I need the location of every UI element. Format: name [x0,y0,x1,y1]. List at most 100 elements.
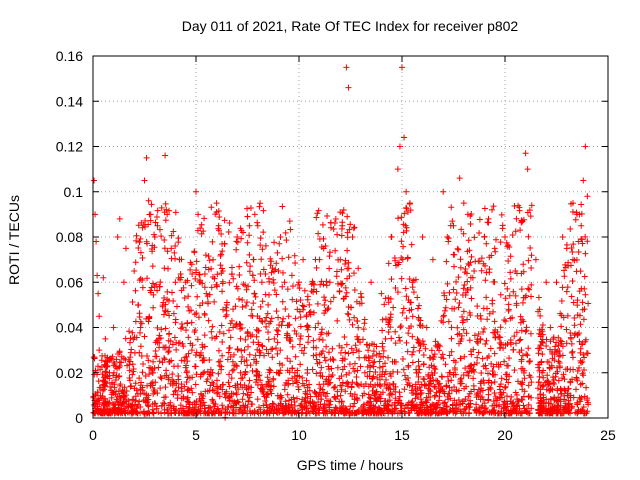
data-point [513,302,520,309]
data-point [377,391,384,398]
data-point [209,396,216,403]
data-point [219,240,226,247]
data-point [309,366,316,373]
data-point [554,403,561,410]
data-point [437,387,444,394]
data-point [385,328,392,335]
data-point [319,221,326,228]
data-point [349,234,356,240]
data-point [342,260,349,267]
data-point [303,377,310,384]
data-point [520,393,527,400]
data-point [454,331,461,338]
data-point [189,271,196,278]
data-point [348,304,355,311]
data-point [161,295,168,302]
data-point [457,256,464,263]
data-point [377,383,384,390]
data-point [129,396,136,403]
data-point [195,314,202,321]
data-point [466,309,473,316]
data-point [391,254,398,261]
data-point [135,245,142,252]
data-point [150,387,157,394]
data-point [217,384,224,391]
data-point [365,399,372,406]
data-point [573,374,580,381]
data-point [149,406,156,413]
data-point [302,390,309,397]
data-point [572,216,579,223]
data-point [172,255,179,262]
data-point [319,386,326,393]
data-point [259,298,266,305]
data-point [145,403,152,410]
data-point [368,279,375,286]
data-point [352,342,359,349]
data-point [503,362,510,369]
data-point [291,369,298,376]
data-point [565,401,572,408]
data-point [106,375,113,382]
data-point [425,410,432,417]
data-point [562,400,569,407]
data-point [544,372,551,379]
data-point [148,284,155,291]
data-point [415,358,422,365]
data-point [576,394,583,401]
data-point [449,218,456,225]
data-point [420,375,427,382]
data-point [244,404,251,411]
data-point [457,355,464,362]
data-point [231,351,237,358]
data-point [234,234,241,240]
data-point [361,369,368,376]
data-point [260,229,267,236]
data-point [478,267,485,274]
data-point [397,322,404,329]
data-point [198,230,205,237]
data-point [412,381,419,388]
data-point [449,305,456,312]
data-point [345,84,352,91]
data-point [435,410,442,417]
data-point [461,269,468,276]
data-point [314,300,321,307]
data-point [224,404,231,411]
data-point [288,396,295,403]
data-point [536,306,543,313]
data-point [191,406,198,413]
data-point [415,405,422,412]
data-point [398,402,405,409]
data-point [376,350,383,357]
data-point [521,405,528,412]
data-point [477,380,484,387]
data-point [313,390,320,397]
data-point [156,358,163,365]
data-point [413,390,420,397]
data-point [311,281,318,288]
data-point [563,340,570,347]
data-point [196,271,203,278]
data-point [310,404,317,411]
data-point [273,345,280,352]
data-point [409,333,416,340]
data-point [161,344,168,351]
data-point [434,341,441,348]
data-point [574,377,581,384]
data-point [576,338,583,345]
data-point [145,357,152,364]
data-point [306,381,313,388]
data-point [331,384,338,391]
data-point [338,406,345,413]
data-point [440,313,447,320]
data-point [228,390,235,397]
data-point [236,263,243,270]
data-point [518,347,525,354]
data-point [209,273,216,280]
data-point [576,330,583,337]
data-point [237,335,244,342]
data-point [238,358,245,365]
data-point [582,143,589,150]
data-point [506,355,513,362]
